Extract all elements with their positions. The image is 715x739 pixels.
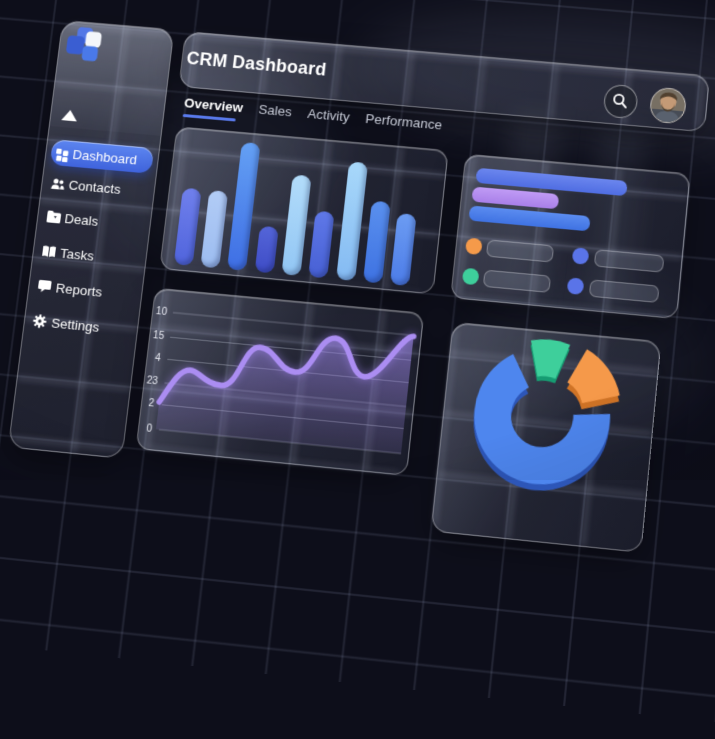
svg-text:15: 15 [152, 330, 164, 343]
svg-text:4: 4 [154, 352, 162, 364]
svg-text:23: 23 [146, 375, 158, 388]
svg-text:0: 0 [146, 423, 153, 435]
svg-text:2: 2 [148, 398, 155, 410]
svg-text:10: 10 [155, 306, 167, 318]
